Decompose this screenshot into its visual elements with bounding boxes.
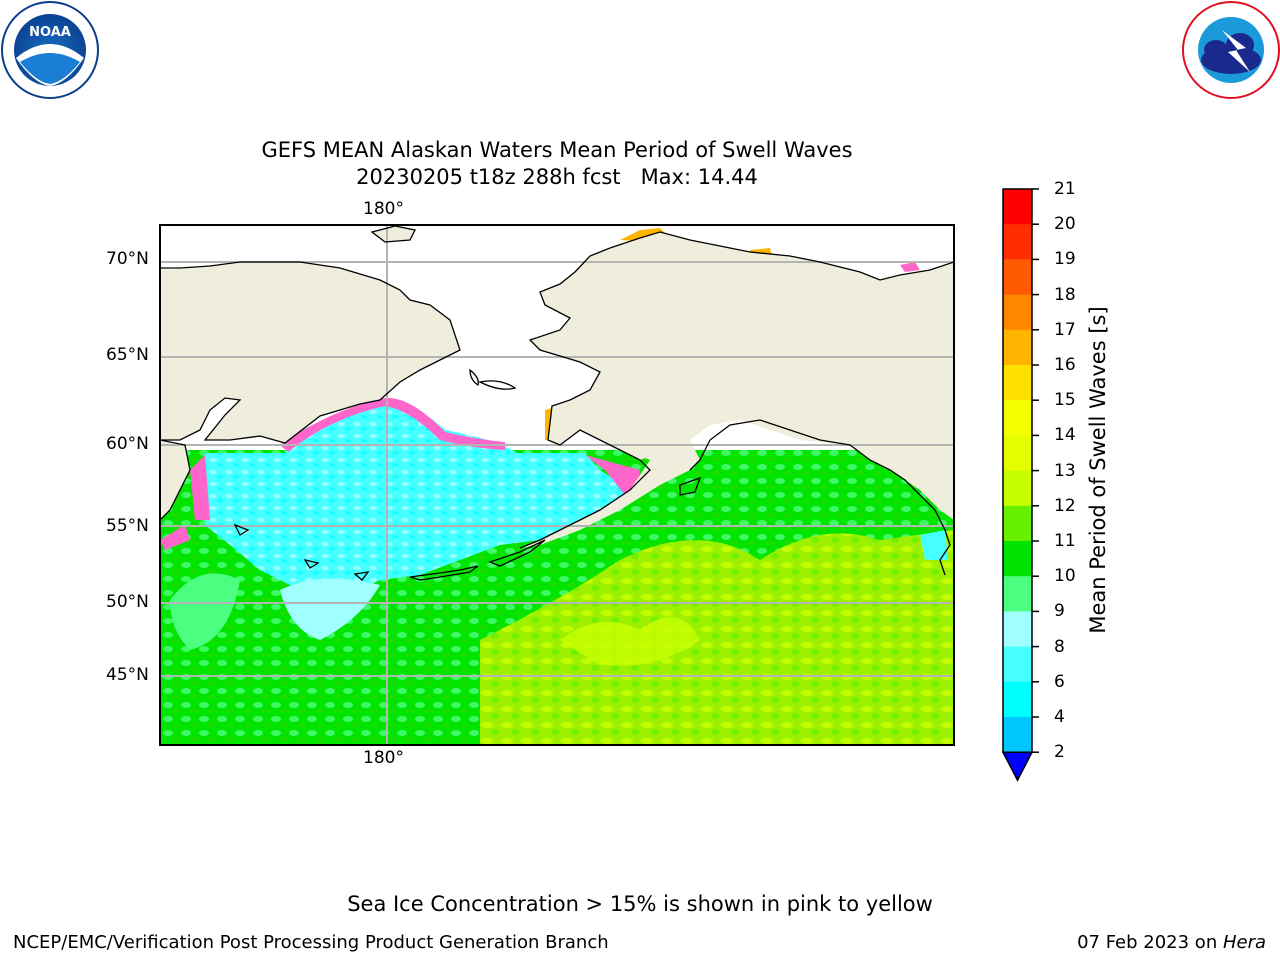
colorbar-tick-label: 21 <box>1054 179 1076 199</box>
colorbar-tick-label: 20 <box>1054 214 1076 235</box>
colorbar-segment <box>1003 329 1032 366</box>
colorbar-segment <box>1003 259 1032 296</box>
lat-label-45n: 45°N <box>106 665 149 685</box>
sea-ice-note: Sea Ice Concentration > 15% is shown in … <box>347 892 933 916</box>
colorbar-segment <box>1003 470 1032 507</box>
colorbar-tick-label: 10 <box>1054 566 1076 587</box>
chart-subtitle: 20230205 t18z 288h fcst Max: 14.44 <box>356 165 758 189</box>
colorbar-segment <box>1003 435 1032 472</box>
map-frame <box>159 224 955 746</box>
colorbar-segment <box>1003 717 1032 753</box>
colorbar-tick-label: 18 <box>1054 284 1076 305</box>
footer-left: NCEP/EMC/Verification Post Processing Pr… <box>13 932 609 953</box>
colorbar-tick-label: 15 <box>1054 390 1076 411</box>
colorbar-tick-label: 9 <box>1054 601 1065 622</box>
colorbar-tick-label: 4 <box>1054 707 1065 727</box>
colorbar-tick-label: 8 <box>1054 636 1065 657</box>
lat-label-55n: 55°N <box>106 516 149 536</box>
colorbar-segment <box>1003 224 1032 260</box>
colorbar-segment <box>1003 611 1032 648</box>
footer-date: 07 Feb 2023 on <box>1077 932 1223 953</box>
colorbar-tick-label: 12 <box>1054 495 1076 516</box>
lon-label-bottom: 180° <box>363 748 404 768</box>
colorbar-tick-label: 14 <box>1054 425 1076 446</box>
colorbar-segment <box>1003 365 1032 401</box>
colorbar-extend-arrow <box>1001 751 1034 782</box>
colorbar-label: Mean Period of Swell Waves [s] <box>1086 306 1110 634</box>
colorbar-tick-label: 13 <box>1054 460 1076 481</box>
nws-logo-icon <box>1182 1 1280 99</box>
lon-label-top: 180° <box>363 199 404 219</box>
colorbar-tick-label: 16 <box>1054 355 1076 375</box>
colorbar <box>1001 188 1039 782</box>
colorbar-segment <box>1003 505 1032 542</box>
colorbar-tick-label: 19 <box>1054 249 1076 270</box>
colorbar-segment <box>1003 681 1032 718</box>
noaa-logo-icon: NOAA <box>1 1 99 99</box>
colorbar-segment <box>1003 294 1032 331</box>
graticule <box>160 225 954 745</box>
coastlines <box>160 225 954 581</box>
svg-text:NOAA: NOAA <box>29 25 71 40</box>
footer-right: 07 Feb 2023 on Hera <box>1077 932 1266 954</box>
lat-label-70n: 70°N <box>106 249 149 269</box>
lat-label-50n: 50°N <box>106 592 149 612</box>
lat-label-60n: 60°N <box>106 434 149 454</box>
chart-title: GEFS MEAN Alaskan Waters Mean Period of … <box>261 138 853 162</box>
colorbar-tick-label: 2 <box>1054 742 1065 763</box>
colorbar-segment <box>1003 541 1032 577</box>
map-area <box>160 225 954 745</box>
colorbar-segment <box>1003 189 1032 225</box>
lat-label-65n: 65°N <box>106 345 149 365</box>
colorbar-segment <box>1003 400 1032 436</box>
colorbar-tick-label: 6 <box>1054 671 1065 692</box>
footer-host: Hera <box>1222 932 1266 953</box>
colorbar-tick-label: 17 <box>1054 319 1076 340</box>
colorbar-tick-label: 11 <box>1054 531 1076 551</box>
colorbar-segment <box>1003 576 1032 612</box>
colorbar-segment <box>1003 646 1032 683</box>
